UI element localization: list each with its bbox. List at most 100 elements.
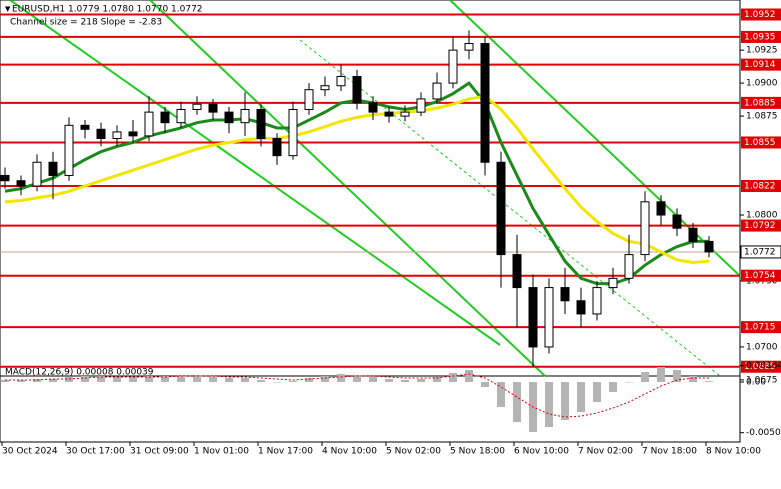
candle-body	[128, 131, 138, 137]
level-label-text: 1.0685	[744, 362, 776, 372]
x-tick-label: 8 Nov 10:00	[706, 447, 761, 457]
candle-body	[16, 180, 26, 187]
macd-bar	[609, 382, 617, 392]
candle-body	[336, 76, 346, 87]
macd-bar	[369, 377, 377, 382]
channel-line	[149, 0, 546, 377]
level-label-text: 1.0822	[744, 182, 776, 192]
level-label-bg	[741, 219, 781, 232]
level-label: 1.0754	[741, 269, 781, 282]
candle-body	[704, 240, 714, 253]
macd-bar	[561, 382, 569, 420]
level-label-text: 1.0855	[744, 138, 776, 148]
x-tick-label: 4 Nov 10:00	[322, 447, 377, 457]
candle-body	[448, 49, 458, 84]
candle-body	[112, 131, 122, 140]
candle-body	[96, 128, 106, 140]
candle-body	[80, 124, 90, 130]
level-label: 1.0855	[741, 136, 781, 149]
level-label: 1.0914	[741, 58, 781, 71]
candle-body	[432, 82, 442, 100]
x-tick-label: 1 Nov 01:00	[194, 447, 249, 457]
x-tick-label: 30 Oct 17:00	[66, 447, 125, 457]
macd-bar	[545, 382, 553, 427]
candle-body	[272, 138, 282, 157]
level-label-bg	[741, 136, 781, 149]
macd-bar	[193, 375, 201, 382]
candle-body	[512, 254, 522, 289]
y-tick-label: 1.0875	[746, 112, 778, 122]
y-tick-label: 1.0925	[746, 46, 778, 56]
level-label-bg	[741, 96, 781, 109]
candle-body	[64, 124, 74, 176]
macd-bar	[209, 376, 217, 382]
subtitle: Channel size = 218 Slope = -2.83	[10, 18, 162, 28]
macd-bar	[689, 376, 697, 382]
candle-body	[224, 111, 234, 124]
y-tick-label: 0.00	[746, 378, 766, 388]
macd-bar	[321, 376, 329, 382]
y-tick-label: 0.00164	[746, 361, 781, 371]
candle-body	[544, 287, 554, 348]
candle-body	[32, 161, 42, 187]
level-label-text: 1.0754	[744, 271, 776, 281]
level-label-text: 1.0792	[744, 221, 776, 231]
macd-bar	[17, 380, 25, 382]
candle-body	[560, 287, 570, 302]
level-label-text: 1.0935	[744, 32, 776, 42]
macd-bar	[449, 373, 457, 382]
macd-bar	[337, 374, 345, 382]
level-label-bg	[741, 321, 781, 334]
level-label-bg	[741, 180, 781, 192]
level-label: 1.0715	[741, 321, 781, 334]
macd-bar	[305, 378, 313, 382]
macd-bar	[145, 376, 153, 382]
level-label-text: 1.0885	[744, 98, 776, 108]
level-label-text: 1.0952	[744, 10, 776, 20]
macd-bar	[497, 382, 505, 407]
candle-body	[400, 111, 410, 117]
macd-bar	[465, 370, 473, 382]
level-label-text: 1.0914	[744, 60, 776, 70]
macd-bar	[33, 379, 41, 382]
candle-body	[208, 103, 218, 113]
candle-body	[640, 201, 650, 256]
y-tick-label: 1.0900	[746, 79, 778, 89]
candle-body	[496, 161, 506, 256]
macd-bar	[433, 377, 441, 382]
x-tick-label: 5 Nov 02:00	[386, 447, 441, 457]
macd-bar	[577, 382, 585, 412]
level-label-bg	[741, 360, 781, 373]
candle-body	[480, 43, 490, 163]
candle-body	[160, 111, 170, 124]
candle-body	[320, 85, 330, 91]
candle-body	[304, 89, 314, 110]
candle-body	[288, 108, 298, 157]
x-tick-label: 7 Nov 02:00	[578, 447, 633, 457]
macd-bar	[673, 370, 681, 382]
level-label: 1.0952	[741, 8, 781, 21]
macd-bar	[625, 382, 633, 383]
candle-body	[416, 98, 426, 113]
level-label-bg	[741, 269, 781, 282]
candle-body	[592, 287, 602, 315]
y-tick-label: 1.0800	[746, 211, 778, 221]
macd-bar	[401, 380, 409, 382]
candle-body	[144, 111, 154, 137]
candle-body	[464, 43, 474, 51]
candle-body	[176, 108, 186, 124]
candle-body	[192, 103, 202, 110]
level-label-bg	[741, 8, 781, 21]
macd-bar	[129, 377, 137, 382]
macd-bar	[289, 381, 297, 382]
title-marker: ▼	[5, 5, 11, 13]
y-tick-label: 1.0675	[746, 375, 778, 385]
macd-bar	[81, 376, 89, 382]
macd-bar	[225, 378, 233, 382]
macd-panel	[0, 375, 741, 443]
macd-bar	[481, 382, 489, 387]
last-price-label: 1.0772	[744, 247, 776, 257]
candle-body	[656, 201, 666, 216]
